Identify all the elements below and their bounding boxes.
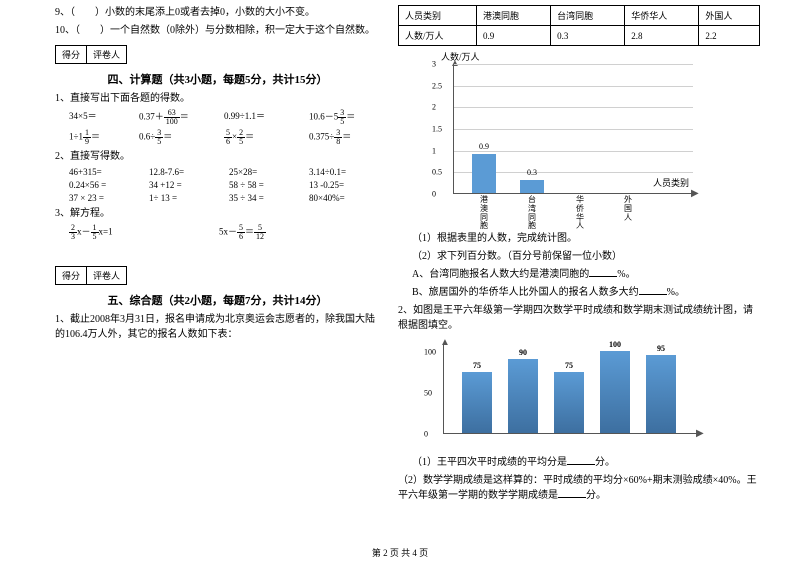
score-cell: 得分 (56, 267, 87, 284)
q1-1: （1）根据表里的人数，完成统计图。 (398, 231, 760, 246)
xlabel: 台湾同胞 (525, 196, 539, 231)
expr: 35 ÷ 34 = (229, 193, 299, 203)
th: 华侨华人 (625, 6, 699, 26)
chart2-bar: 100 (600, 351, 630, 433)
td: 2.2 (699, 26, 760, 46)
xlabel: 港澳同胞 (477, 196, 491, 231)
page-footer: 第 2 页 共 4 页 (0, 546, 800, 559)
expr: 13 -0.25= (309, 180, 379, 190)
bar-value: 75 (554, 361, 584, 370)
q1-2a: A、台湾同胞报名人数大约是港澳同胞的%。 (398, 267, 760, 282)
chart1-bar: 0.3 (520, 180, 544, 193)
expr: 0.375÷38＝ (309, 129, 351, 146)
math-row: 37 × 23 = 1÷ 13 = 35 ÷ 34 = 80×40%= (55, 193, 380, 203)
sec4-q3: 3、解方程。 (55, 206, 380, 221)
expr: 46+315= (69, 167, 139, 177)
expr: 0.99÷1.1＝ (224, 109, 299, 126)
bar-value: 0.9 (472, 142, 496, 151)
th: 港澳同胞 (476, 6, 550, 26)
arrow-icon: ▶ (691, 188, 699, 199)
expr: 1÷ 13 = (149, 193, 219, 203)
expr: 0.24×56 = (69, 180, 139, 190)
ytick: 0 (432, 190, 436, 199)
expr: 12.8-7.6= (149, 167, 219, 177)
chart1-ylabel: 人数/万人 (441, 50, 480, 63)
td: 2.8 (625, 26, 699, 46)
expr: 80×40%= (309, 193, 379, 203)
chart2: ▲ 05010075907510095 ▶ (418, 339, 760, 451)
expr: 3.14÷0.1= (309, 167, 379, 177)
math-row: 34×5＝ 0.37＋63100＝ 0.99÷1.1＝ 10.6－535＝ (55, 109, 380, 126)
expr: 0.6÷35＝ (139, 129, 214, 146)
math-row: 0.24×56 = 34 +12 = 58 ÷ 58 = 13 -0.25= (55, 180, 380, 190)
q1-2: （2）求下列百分数。（百分号前保留一位小数） (398, 249, 760, 264)
score-box-5: 得分 评卷人 (55, 266, 127, 285)
ytick: 3 (432, 60, 436, 69)
xlabel: 华侨华人 (573, 196, 587, 231)
expr: 37 × 23 = (69, 193, 139, 203)
ytick: 2 (432, 103, 436, 112)
ytick: 0.5 (432, 168, 442, 177)
td: 0.9 (476, 26, 550, 46)
q2-1: （1）王平四次平时成绩的平均分是分。 (398, 455, 760, 470)
chart2-bar: 90 (508, 359, 538, 433)
section-4-title: 四、计算题（共3小题，每题5分，共计15分） (55, 71, 380, 87)
bar-value: 100 (600, 340, 630, 349)
score-cell: 得分 (56, 46, 87, 63)
q10: 10、（ ）一个自然数（0除外）与分数相除，积一定大于这个自然数。 (55, 23, 380, 38)
bar-value: 75 (462, 361, 492, 370)
expr: 58 ÷ 58 = (229, 180, 299, 190)
expr: 0.37＋63100＝ (139, 109, 214, 126)
ytick: 0 (424, 430, 428, 439)
bar-value: 90 (508, 348, 538, 357)
sec4-q1: 1、直接写出下面各题的得数。 (55, 91, 380, 106)
section-5-title: 五、综合题（共2小题，每题7分，共计14分） (55, 292, 380, 308)
score-cell: 评卷人 (87, 46, 126, 63)
sec4-q2: 2、直接写得数。 (55, 149, 380, 164)
chart2-bar: 75 (554, 372, 584, 433)
expr: 1÷119＝ (69, 129, 129, 146)
chart1-xlabel: 人员类别 (653, 176, 689, 189)
ytick: 1 (432, 146, 436, 155)
th: 人员类别 (399, 6, 477, 26)
expr: 10.6－535＝ (309, 109, 355, 126)
score-box-4: 得分 评卷人 (55, 45, 127, 64)
eq1: 23x－15x=1 (69, 224, 209, 241)
q9: 9、（ ）小数的末尾添上0或者去掉0，小数的大小不变。 (55, 5, 380, 20)
chart2-bar: 95 (646, 355, 676, 433)
people-table: 人员类别 港澳同胞 台湾同胞 华侨华人 外国人 人数/万人 0.9 0.3 2.… (398, 5, 760, 46)
th: 外国人 (699, 6, 760, 26)
xlabel: 外国人 (621, 196, 635, 222)
th: 台湾同胞 (551, 6, 625, 26)
q2: 2、如图是王平六年级第一学期四次数学平时成绩和数学期末测试成绩统计图，请根据图填… (398, 303, 760, 333)
math-row: 1÷119＝ 0.6÷35＝ 56×25＝ 0.375÷38＝ (55, 129, 380, 146)
ytick: 2.5 (432, 81, 442, 90)
bar-value: 0.3 (520, 168, 544, 177)
math-row: 23x－15x=1 5x－56＝512 (55, 224, 380, 241)
td: 0.3 (551, 26, 625, 46)
expr: 25×28= (229, 167, 299, 177)
sec5-q1: 1、截止2008年3月31日，报名申请成为北京奥运会志愿者的，除我国大陆的106… (55, 312, 380, 342)
score-cell: 评卷人 (87, 267, 126, 284)
bar-value: 95 (646, 344, 676, 353)
expr: 34 +12 = (149, 180, 219, 190)
arrow-icon: ▶ (696, 428, 704, 439)
chart1: 人数/万人 ▲ 00.511.522.530.9港澳同胞0.3台湾同胞华侨华人外… (423, 52, 760, 227)
chart1-bar: 0.9 (472, 154, 496, 193)
chart2-bar: 75 (462, 372, 492, 433)
expr: 34×5＝ (69, 109, 129, 126)
expr: 56×25＝ (224, 129, 299, 146)
math-row: 46+315= 12.8-7.6= 25×28= 3.14÷0.1= (55, 167, 380, 177)
eq2: 5x－56＝512 (219, 224, 266, 241)
td: 人数/万人 (399, 26, 477, 46)
ytick: 100 (424, 348, 436, 357)
q2-2: （2）数学学期成绩是这样算的：平时成绩的平均分×60%+期末测验成绩×40%。王… (398, 473, 760, 503)
ytick: 1.5 (432, 125, 442, 134)
ytick: 50 (424, 389, 432, 398)
q1-2b: B、旅居国外的华侨华人比外国人的报名人数多大约%。 (398, 285, 760, 300)
